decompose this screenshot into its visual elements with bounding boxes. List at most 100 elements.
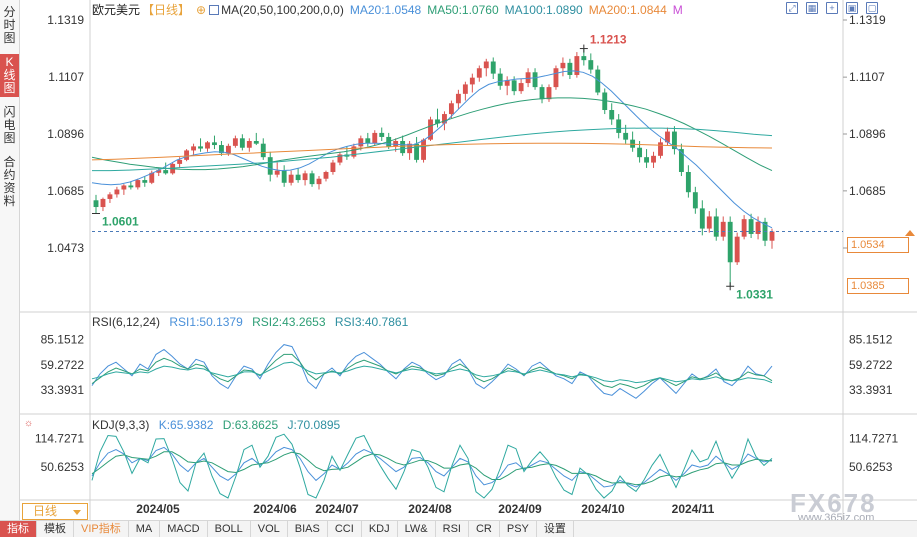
- candle-body-68: [567, 62, 573, 75]
- indicator-tab-6[interactable]: VOL: [251, 521, 288, 537]
- candle-body-41: [379, 132, 385, 137]
- candle-body-52: [455, 93, 461, 104]
- x-tick-3: 2024/08: [408, 502, 452, 516]
- candle-body-56: [483, 61, 489, 69]
- candle-body-8: [149, 172, 155, 183]
- indicator-tab-8[interactable]: CCI: [328, 521, 362, 537]
- candle-body-18: [219, 145, 224, 154]
- candle-body-23: [253, 141, 259, 144]
- candle-body-35: [337, 154, 343, 163]
- candle-body-20: [232, 138, 238, 146]
- candle-body-80: [651, 155, 656, 163]
- grid-icon[interactable]: ▦: [806, 2, 818, 14]
- indicator-tab-3[interactable]: MA: [129, 521, 161, 537]
- indicator-tab-9[interactable]: KDJ: [362, 521, 398, 537]
- candle-body-19: [225, 145, 231, 154]
- candle-body-27: [281, 170, 287, 183]
- zoom-icon[interactable]: ▣: [846, 2, 858, 14]
- current-price-tag: 1.0534: [847, 237, 909, 253]
- tab-kline[interactable]: K线图: [0, 54, 19, 97]
- rsi1-value: RSI1:50.1379: [169, 315, 243, 329]
- candle-body-67: [560, 62, 566, 69]
- candle-body-60: [511, 80, 517, 92]
- candle-body-83: [671, 131, 677, 150]
- x-tick-2: 2024/07: [315, 502, 359, 516]
- candle-body-70: [581, 56, 587, 61]
- expand-icon[interactable]: ⤢: [786, 2, 798, 14]
- candle-body-21: [239, 138, 245, 148]
- chart-canvas[interactable]: 1.1319 1.1319 1.1107 1.1107 1.0896 1.0896 1.06…: [0, 0, 917, 520]
- candle-body-85: [685, 171, 691, 193]
- candle-body-58: [497, 73, 503, 86]
- candle-body-13: [184, 150, 190, 160]
- price-marker-icon: [905, 230, 915, 236]
- candle-body-90: [720, 221, 726, 237]
- chart-tool-icons: ⤢ ▦ + ▣ ▢: [786, 2, 878, 14]
- price-tick-left-2: 1.0896: [47, 127, 84, 141]
- period-select-label: 日线: [33, 504, 58, 518]
- price-tick-right-0: 1.1319: [849, 13, 886, 27]
- low-annotation-right: 1.0331: [736, 287, 773, 301]
- candle-body-78: [637, 147, 643, 158]
- indicator-tab-4[interactable]: MACD: [160, 521, 208, 537]
- tab-contract-info[interactable]: 合约资料: [3, 155, 16, 208]
- candle-body-86: [692, 192, 698, 209]
- candle-body-29: [295, 174, 301, 181]
- left-tab-strip: 分时图 K线图 闪电图 合约资料: [0, 0, 20, 520]
- tab-flash[interactable]: 闪电图: [3, 105, 16, 145]
- candle-body-17: [212, 142, 217, 146]
- indicator-tab-5[interactable]: BOLL: [208, 521, 251, 537]
- settings-gear-icon[interactable]: ⊕: [196, 3, 207, 17]
- candle-body-69: [574, 56, 580, 75]
- kdj-line-d: [91, 451, 773, 486]
- indicator-tab-11[interactable]: RSI: [436, 521, 469, 537]
- tab-timeshare[interactable]: 分时图: [3, 5, 16, 45]
- kdj-tick-left-0: 114.7271: [35, 432, 84, 446]
- price-tick-right-3: 1.0685: [849, 184, 886, 198]
- candle-body-54: [469, 77, 475, 85]
- candle-body-49: [435, 119, 440, 124]
- ma-line-ma200: [91, 142, 773, 161]
- candle-body-88: [706, 216, 712, 229]
- indicator-tab-12[interactable]: CR: [469, 521, 500, 537]
- ma-toggle-icon[interactable]: [209, 5, 220, 15]
- indicator-tab-1[interactable]: 模板: [37, 521, 74, 537]
- symbol-name: 欧元美元: [92, 3, 141, 17]
- candle-body-46: [414, 143, 420, 160]
- high-annotation: 1.1213: [590, 33, 627, 47]
- candle-body-32: [316, 178, 322, 185]
- candle-body-45: [407, 143, 413, 154]
- candle-body-10: [163, 170, 169, 174]
- indicator-tab-0[interactable]: 指标: [0, 521, 37, 537]
- period-select[interactable]: 日线: [22, 503, 88, 520]
- rsi2-value: RSI2:43.2653: [252, 315, 326, 329]
- x-tick-6: 2024/11: [672, 502, 715, 516]
- rsi-tick-right-2: 33.3931: [849, 383, 893, 397]
- candle-body-14: [191, 146, 197, 151]
- candle-body-89: [713, 216, 719, 237]
- rsi-line-rsi2: [91, 353, 773, 390]
- candle-body-74: [609, 110, 615, 120]
- indicator-tab-14[interactable]: 设置: [537, 521, 574, 537]
- candle-body-92: [734, 236, 740, 263]
- indicator-tab-13[interactable]: PSY: [500, 521, 537, 537]
- candle-body-48: [428, 119, 433, 140]
- candle-body-16: [205, 142, 210, 149]
- kdj-line-j: [91, 433, 773, 499]
- rsi3-value: RSI3:40.7861: [334, 315, 409, 329]
- kdj-settings-icon[interactable]: ☼: [24, 418, 34, 429]
- price-tick-left-4: 1.0473: [47, 241, 84, 255]
- kdj-tick-right-0: 114.7271: [849, 432, 898, 446]
- candle-body-87: [699, 208, 705, 229]
- rsi-line-rsi1: [91, 344, 773, 399]
- fullscreen-icon[interactable]: ▢: [866, 2, 878, 14]
- candle-body-4: [121, 185, 127, 190]
- indicator-tab-10[interactable]: LW&: [398, 521, 436, 537]
- indicator-tab-7[interactable]: BIAS: [288, 521, 328, 537]
- indicator-tab-2[interactable]: VIP指标: [74, 521, 129, 537]
- crosshair-icon[interactable]: +: [826, 2, 838, 14]
- candle-body-50: [442, 114, 447, 124]
- candle-body-1: [100, 198, 106, 208]
- candle-body-51: [448, 103, 454, 115]
